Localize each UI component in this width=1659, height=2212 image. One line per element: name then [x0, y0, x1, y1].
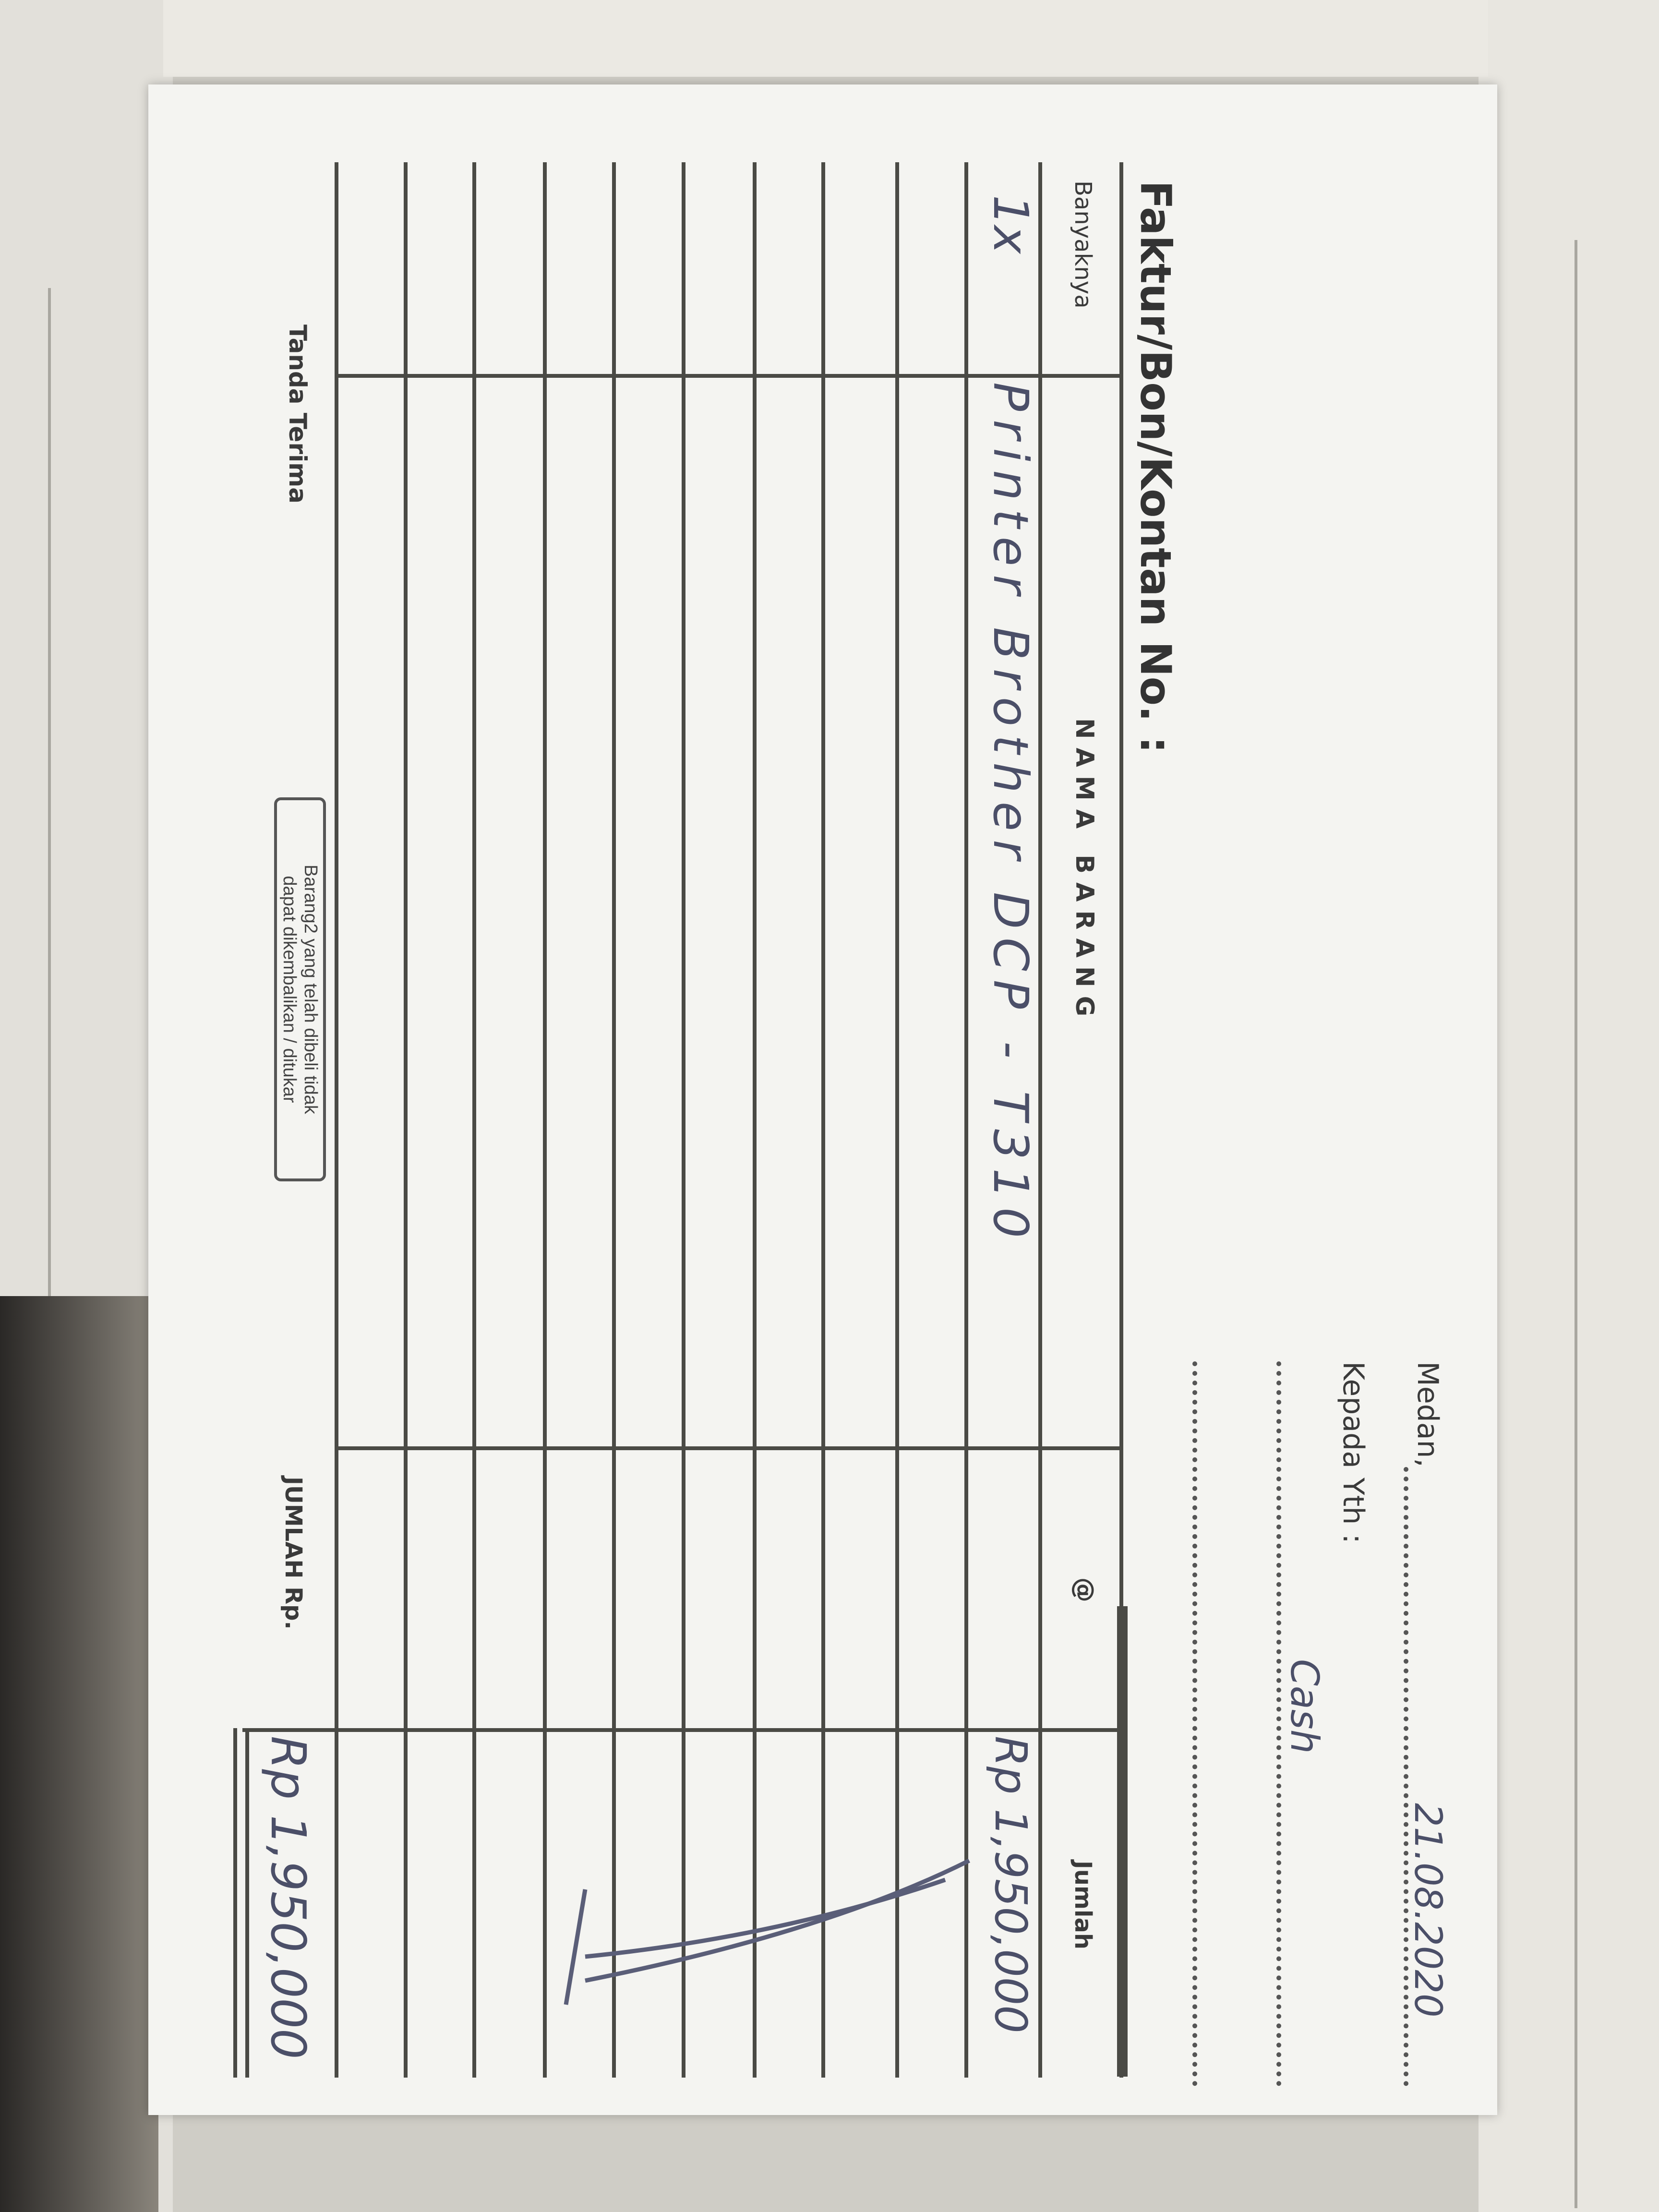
return-policy-notice: Barang2 yang telah dibeli tidak dapat di… [274, 797, 326, 1181]
background-paper-top [163, 0, 1488, 77]
notice-line-1: Barang2 yang telah dibeli tidak [301, 865, 321, 1114]
background-line [48, 288, 51, 2208]
background-line [1575, 240, 1577, 2208]
total-label: JUMLAH Rp. [280, 1477, 307, 1630]
background-paper-right [1479, 0, 1659, 2212]
empty-rows-strike-lines [564, 1858, 971, 2005]
notice-line-2: dapat dikembalikan / ditukar [279, 876, 300, 1103]
strike-line [585, 1858, 971, 1983]
strike-line [585, 1877, 946, 1959]
signature-label: Tanda Terima [284, 325, 312, 504]
invoice-form: Medan, 21.08.2020 Kepada Yth : Cash Fakt… [148, 84, 1497, 2115]
background-shadow [0, 1296, 158, 2212]
total-value: Rp 1,950,000 [260, 1736, 316, 2059]
strike-line [564, 1889, 588, 2005]
